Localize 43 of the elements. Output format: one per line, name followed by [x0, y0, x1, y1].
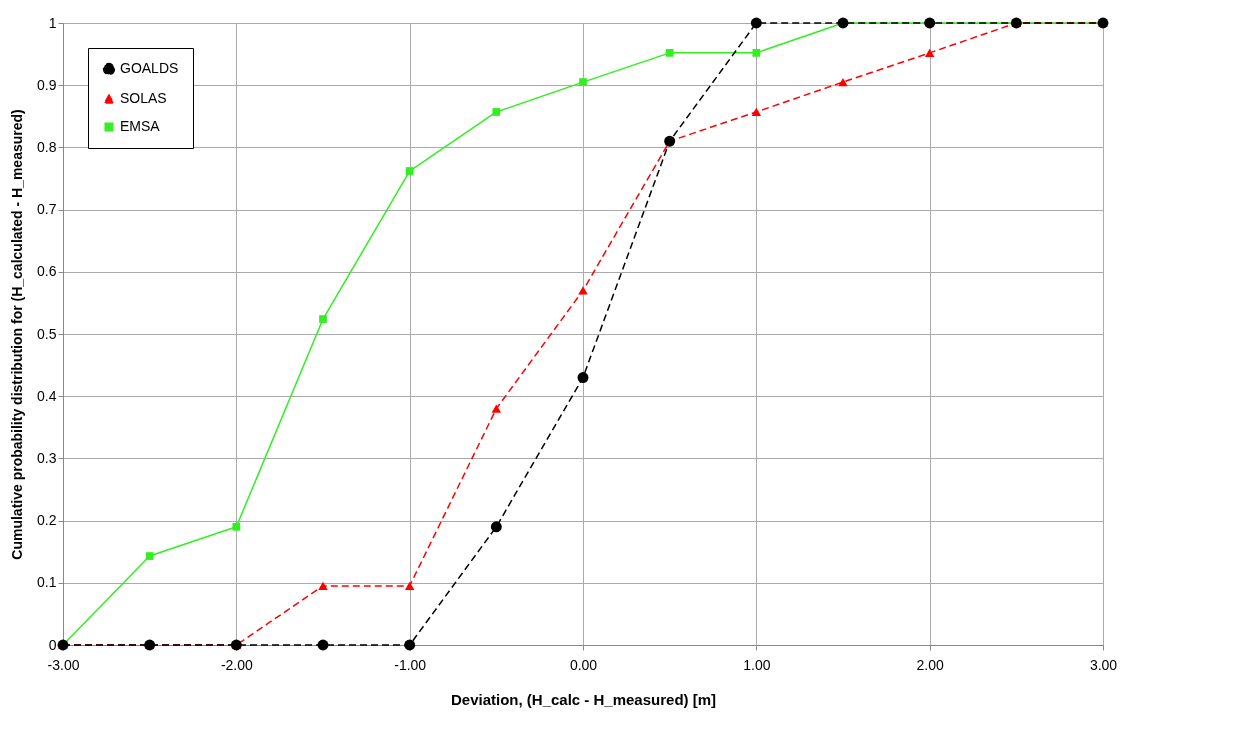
point — [491, 404, 502, 413]
x-tick-label: -3.00 — [47, 656, 80, 673]
point — [404, 639, 416, 651]
y-tick-label: 0.3 — [37, 449, 57, 466]
y-tick-label: 0.9 — [37, 76, 57, 93]
y-tick-label: 0.4 — [37, 387, 57, 404]
point — [319, 315, 327, 323]
point — [577, 372, 589, 384]
x-tick-label: -1.00 — [394, 656, 427, 673]
y-tick-label: 0.6 — [37, 263, 57, 280]
y-tick-label: 0.2 — [37, 512, 57, 529]
point — [317, 639, 329, 651]
point — [838, 77, 848, 87]
y-tick-label: 0 — [48, 636, 57, 653]
x-axis-title: Deviation, (H_calc - H_measured) [m] — [450, 690, 717, 708]
point — [579, 78, 587, 86]
y-tick-label: 0.7 — [37, 201, 57, 218]
y-tick-label: 0.8 — [37, 138, 57, 155]
y-axis-title: Cumulative probability distribution for (H_calculated - H_measured) — [9, 109, 26, 560]
legend-label: EMSA — [120, 118, 161, 134]
point — [145, 552, 154, 560]
point — [492, 108, 501, 116]
point — [751, 107, 762, 117]
point — [665, 48, 674, 57]
x-tick-label: 3.00 — [1089, 656, 1118, 673]
point — [750, 17, 762, 29]
x-tick-label: 1.00 — [743, 656, 771, 673]
point — [752, 48, 761, 57]
point — [232, 522, 241, 531]
point — [578, 286, 588, 295]
x-tick-label: -2.00 — [220, 656, 253, 673]
point — [405, 167, 414, 175]
point — [404, 581, 415, 591]
x-tick-label: 2.00 — [916, 656, 944, 673]
point — [318, 581, 328, 591]
y-tick-label: 0.5 — [37, 325, 57, 342]
legend-label: GOALDS — [120, 60, 179, 76]
point — [490, 521, 502, 533]
x-tick-label: 0.00 — [569, 656, 598, 673]
y-tick-label: 1 — [48, 14, 57, 31]
legend-label: SOLAS — [120, 90, 167, 106]
y-tick-label: 0.1 — [37, 574, 57, 591]
point — [924, 48, 935, 57]
